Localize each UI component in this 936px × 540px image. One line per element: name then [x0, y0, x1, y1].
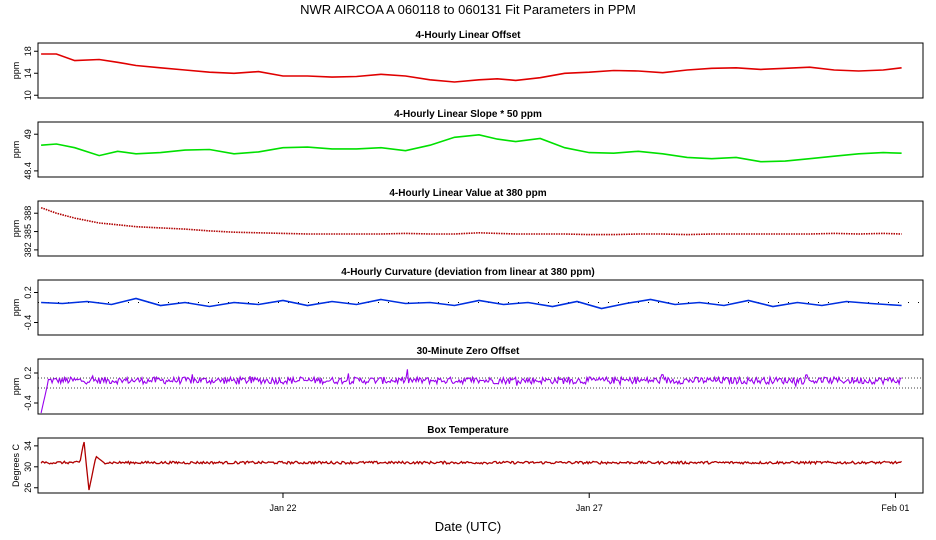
plot-frame — [37, 42, 924, 99]
y-tick-label: 10 — [23, 90, 33, 100]
y-tick-label: 385 — [23, 224, 33, 239]
plot-frame — [37, 279, 924, 336]
series-line — [41, 133, 902, 163]
y-axis-label: ppm — [11, 378, 21, 396]
plot-frame — [37, 121, 924, 178]
panels: 4-Hourly Linear Offset101418ppm4-Hourly … — [11, 30, 924, 494]
y-tick-label: -0.4 — [23, 315, 33, 331]
x-axis: Jan 22 Jan 27 Feb 01 — [269, 493, 909, 513]
y-axis-label: ppm — [11, 62, 21, 80]
series-line — [41, 53, 902, 83]
series-line — [40, 206, 902, 236]
y-tick-label: 26 — [23, 483, 33, 493]
y-tick-label: 49 — [23, 129, 33, 139]
panel-title: 4-Hourly Linear Value at 380 ppm — [389, 188, 546, 199]
series-line — [40, 369, 902, 414]
panel-title: 30-Minute Zero Offset — [417, 346, 520, 357]
x-tick-label: Jan 22 — [269, 503, 296, 513]
y-axis-label: ppm — [11, 299, 21, 317]
y-tick-label: 382 — [23, 242, 33, 257]
y-tick-label: 30 — [23, 462, 33, 472]
series-line — [41, 297, 902, 310]
y-tick-label: 388 — [23, 206, 33, 221]
panel-title: 4-Hourly Linear Offset — [415, 30, 521, 41]
y-tick-label: 18 — [23, 46, 33, 56]
y-tick-label: 0.2 — [23, 286, 33, 299]
y-axis-label: ppm — [11, 220, 21, 238]
y-axis-label: Degrees C — [11, 443, 21, 487]
x-axis-label: Date (UTC) — [435, 519, 501, 534]
plot-frame — [37, 358, 924, 415]
x-tick-label: Feb 01 — [881, 503, 909, 513]
figure-title: NWR AIRCOA A 060118 to 060131 Fit Parame… — [300, 2, 636, 17]
y-tick-label: 48.4 — [23, 162, 33, 180]
y-tick-label: 14 — [23, 68, 33, 78]
panel-title: Box Temperature — [427, 425, 509, 436]
y-tick-label: -0.4 — [23, 395, 33, 411]
panel-title: 4-Hourly Curvature (deviation from linea… — [341, 267, 594, 278]
plot-frame — [37, 200, 924, 257]
series-line — [40, 441, 902, 491]
y-axis-label: ppm — [11, 141, 21, 159]
panel-3: 4-Hourly Linear Value at 380 ppm 382 385 38… — [11, 188, 924, 257]
panel-4: 4-Hourly Curvature (deviation from linea… — [11, 267, 924, 336]
x-tick-label: Jan 27 — [576, 503, 603, 513]
y-tick-label: 0.2 — [23, 367, 33, 380]
y-tick-label: 34 — [23, 441, 33, 451]
panel-title: 4-Hourly Linear Slope * 50 ppm — [394, 109, 542, 120]
plot-frame — [37, 437, 924, 494]
